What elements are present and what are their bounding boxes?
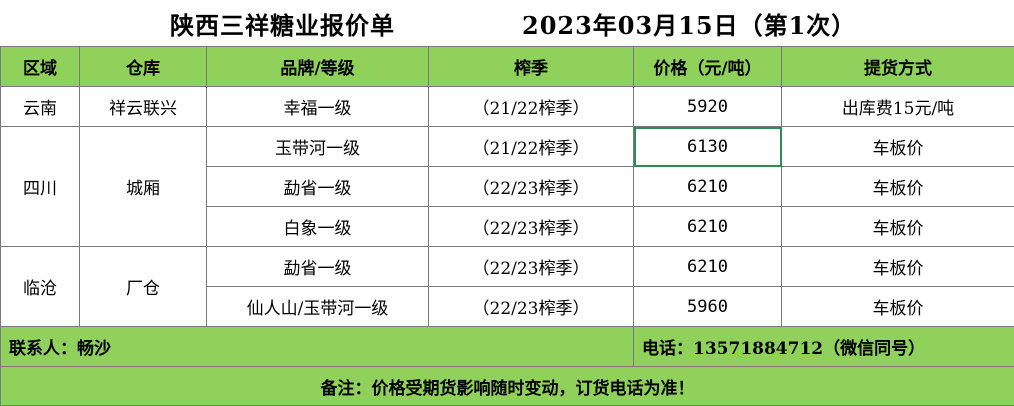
price-cell[interactable]: 5960 <box>633 286 782 327</box>
header-season: 榨季 <box>428 46 634 87</box>
delivery-cell[interactable]: 车板价 <box>781 206 1014 247</box>
season-cell[interactable]: （22/23榨季） <box>428 286 634 327</box>
sheet-date: 2023年03月15日（第1次） <box>522 11 857 40</box>
brand-cell[interactable]: 勐省一级 <box>206 166 429 207</box>
price-cell[interactable]: 6210 <box>633 246 782 287</box>
season-cell[interactable]: （22/23榨季） <box>428 246 634 287</box>
brand-cell[interactable]: 勐省一级 <box>206 246 429 287</box>
warehouse-cell[interactable]: 祥云联兴 <box>79 86 207 127</box>
price-table: 区域 仓库 品牌/等级 榨季 价格（元/吨） 提货方式 云南 祥云联兴 幸福一级… <box>0 46 1014 406</box>
season-cell[interactable]: （21/22榨季） <box>428 86 634 127</box>
delivery-cell[interactable]: 车板价 <box>781 286 1014 327</box>
brand-cell[interactable]: 仙人山/玉带河一级 <box>206 286 429 327</box>
header-warehouse: 仓库 <box>79 46 207 87</box>
phone-cell[interactable]: 电话：13571884712（微信同号） <box>633 326 1014 367</box>
table-row: 临沧 厂仓 勐省一级 （22/23榨季） 6210 车板价 <box>0 246 1014 327</box>
brand-cell[interactable]: 幸福一级 <box>206 86 429 127</box>
delivery-cell[interactable]: 车板价 <box>781 126 1014 167</box>
note-cell[interactable]: 备注：价格受期货影响随时变动，订货电话为准！ <box>0 366 1014 406</box>
warehouse-cell[interactable]: 城厢 <box>79 126 207 247</box>
region-cell[interactable]: 四川 <box>0 126 80 247</box>
season-cell[interactable]: （22/23榨季） <box>428 206 634 247</box>
price-cell-selected[interactable]: 6130 <box>633 126 782 167</box>
warehouse-cell[interactable]: 厂仓 <box>79 246 207 327</box>
season-cell[interactable]: （21/22榨季） <box>428 126 634 167</box>
table-row: 四川 城厢 玉带河一级 （21/22榨季） 6130 车板价 <box>0 126 1014 247</box>
sheet-title: 陕西三祥糖业报价单 <box>170 11 395 40</box>
table-row: 仙人山/玉带河一级 （22/23榨季） 5960 车板价 <box>1 286 1014 327</box>
table-row: 云南 祥云联兴 幸福一级 （21/22榨季） 5920 出库费15元/吨 <box>0 86 1014 127</box>
header-price: 价格（元/吨） <box>633 46 782 87</box>
region-cell[interactable]: 云南 <box>0 86 80 127</box>
brand-cell[interactable]: 白象一级 <box>206 206 429 247</box>
header-row: 区域 仓库 品牌/等级 榨季 价格（元/吨） 提货方式 <box>0 46 1014 87</box>
header-region: 区域 <box>0 46 80 87</box>
contact-cell[interactable]: 联系人：畅沙 <box>0 326 634 367</box>
table-row: 白象一级 （22/23榨季） 6210 车板价 <box>1 206 1014 247</box>
delivery-cell[interactable]: 出库费15元/吨 <box>781 86 1014 127</box>
price-cell[interactable]: 5920 <box>633 86 782 127</box>
title-row: 陕西三祥糖业报价单 2023年03月15日（第1次） <box>0 0 1014 46</box>
season-cell[interactable]: （22/23榨季） <box>428 166 634 207</box>
price-cell[interactable]: 6210 <box>633 206 782 247</box>
header-brand: 品牌/等级 <box>206 46 429 87</box>
contact-row: 联系人：畅沙 电话：13571884712（微信同号） <box>0 326 1014 367</box>
brand-cell[interactable]: 玉带河一级 <box>206 126 429 167</box>
region-cell[interactable]: 临沧 <box>0 246 80 327</box>
delivery-cell[interactable]: 车板价 <box>781 166 1014 207</box>
header-delivery: 提货方式 <box>781 46 1014 87</box>
price-cell[interactable]: 6210 <box>633 166 782 207</box>
delivery-cell[interactable]: 车板价 <box>781 246 1014 287</box>
table-row: 勐省一级 （22/23榨季） 6210 车板价 <box>1 166 1014 207</box>
note-row: 备注：价格受期货影响随时变动，订货电话为准！ <box>0 366 1014 406</box>
